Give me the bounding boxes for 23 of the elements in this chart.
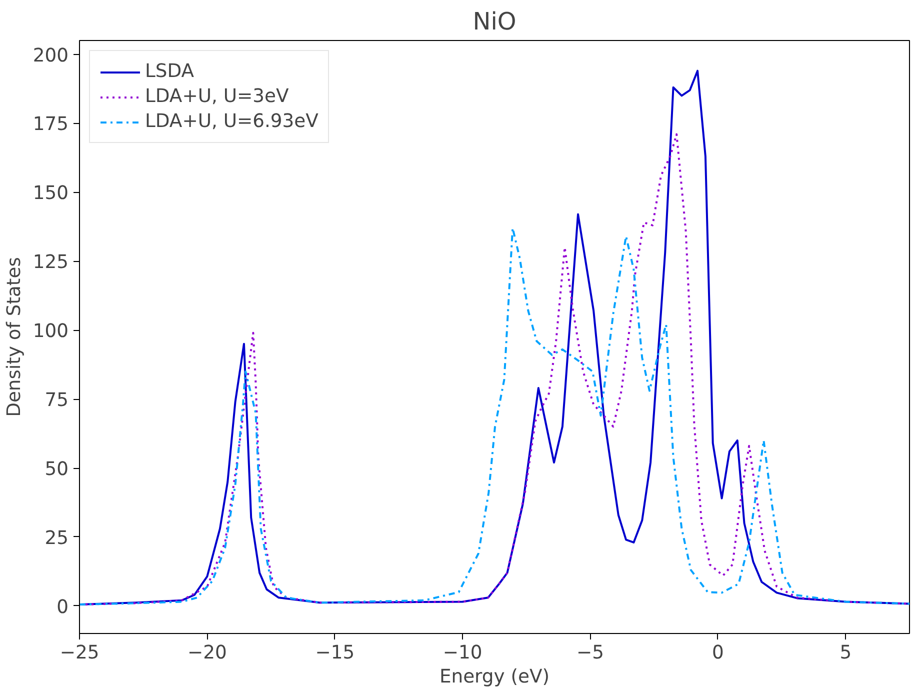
y-tick-label: 175 — [32, 114, 68, 136]
y-tick-label: 75 — [44, 390, 69, 412]
x-tick-label: 0 — [712, 642, 724, 664]
legend-label: LSDA — [145, 61, 194, 82]
x-tick-label: −5 — [576, 642, 604, 664]
x-tick-label: 5 — [840, 642, 852, 664]
y-tick-label: 125 — [32, 252, 68, 274]
x-tick-label: −10 — [442, 642, 482, 664]
y-tick-label: 25 — [44, 528, 69, 549]
y-axis-title: Density of States — [4, 257, 25, 417]
chart-title: NiO — [472, 8, 516, 36]
x-tick-label: −20 — [188, 642, 227, 664]
legend-label: LDA+U, U=3eV — [145, 86, 289, 107]
x-tick-label: −15 — [315, 642, 355, 664]
line-series — [80, 227, 910, 606]
x-tick-label: −25 — [60, 642, 100, 664]
y-tick-label: 0 — [56, 596, 69, 618]
y-tick-label: 200 — [32, 45, 68, 66]
y-tick-label: 150 — [32, 183, 68, 204]
x-axis-title: Energy (eV) — [439, 666, 550, 688]
legend-label: LDA+U, U=6.93eV — [145, 111, 318, 132]
y-tick-label: 50 — [44, 459, 69, 480]
y-tick-label: 100 — [32, 321, 68, 342]
